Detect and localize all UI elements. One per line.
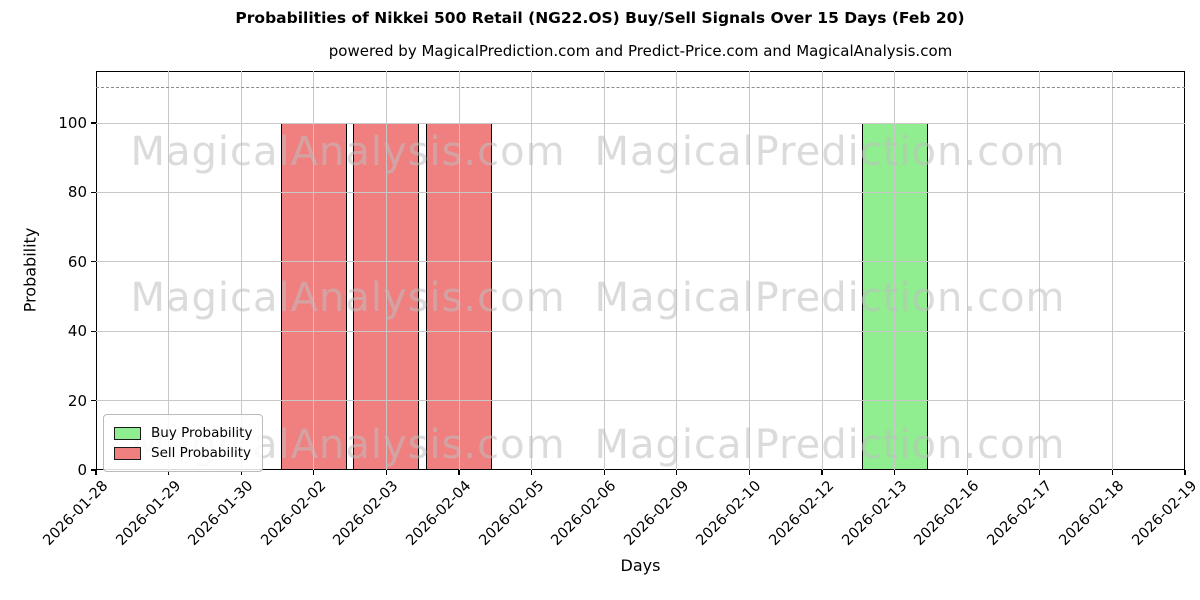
legend-label-buy: Buy Probability [151,425,253,441]
threshold-line [96,87,1185,89]
y-tick-label: 60 [67,252,87,271]
legend-swatch-sell [114,446,141,460]
x-tick [458,470,460,475]
h-gridline [96,400,1185,402]
v-gridline [240,71,242,470]
y-tick [91,122,96,124]
v-gridline [531,71,533,470]
v-gridline [385,71,387,470]
v-gridline [966,71,968,470]
watermark: MagicalPrediction.com [594,275,1066,321]
x-tick [1111,470,1113,475]
x-tick [385,470,387,475]
y-tick-label: 100 [58,114,87,133]
v-gridline [1039,71,1041,470]
v-gridline [458,71,460,470]
watermark: MagicalPrediction.com [594,422,1066,468]
v-gridline [821,71,823,470]
x-tick [1039,470,1041,475]
v-gridline [168,71,170,470]
h-gridline [96,261,1185,263]
x-tick [894,470,896,475]
x-tick [603,470,605,475]
v-gridline [313,71,315,470]
legend-swatch-buy [114,426,141,440]
x-tick [821,470,823,475]
x-tick [240,470,242,475]
legend: Buy Probability Sell Probability [103,414,264,472]
v-gridline [894,71,896,470]
y-tick-label: 80 [67,183,87,202]
chart-subtitle: powered by MagicalPrediction.com and Pre… [328,42,953,60]
x-tick [313,470,315,475]
watermark: MagicalAnalysis.com [130,275,566,321]
x-tick [168,470,170,475]
x-tick [966,470,968,475]
y-tick [91,400,96,402]
v-gridline [1111,71,1113,470]
y-tick-label: 40 [67,322,87,341]
y-tick-label: 20 [67,391,87,410]
v-gridline [748,71,750,470]
h-gridline [96,330,1185,332]
x-tick [531,470,533,475]
legend-label-sell: Sell Probability [151,445,252,461]
x-tick [1184,470,1186,475]
y-tick [91,261,96,263]
v-gridline [603,71,605,470]
x-tick [95,470,97,475]
x-tick-label: 2026-01-28 [40,478,112,549]
y-tick [91,330,96,332]
legend-item-buy: Buy Probability [114,425,252,441]
y-tick [91,469,96,471]
x-tick [748,470,750,475]
h-gridline [96,191,1185,193]
h-gridline [96,122,1185,124]
v-gridline [676,71,678,470]
legend-item-sell: Sell Probability [114,445,252,461]
chart-title: Probabilities of Nikkei 500 Retail (NG22… [235,9,965,27]
plot-area [96,71,1185,470]
x-axis-label: Days [620,556,661,575]
watermark: MagicalAnalysis.com [130,129,566,175]
y-tick-label: 0 [77,461,87,479]
watermark: MagicalPrediction.com [594,129,1066,175]
y-tick [91,191,96,194]
x-tick [676,470,678,475]
